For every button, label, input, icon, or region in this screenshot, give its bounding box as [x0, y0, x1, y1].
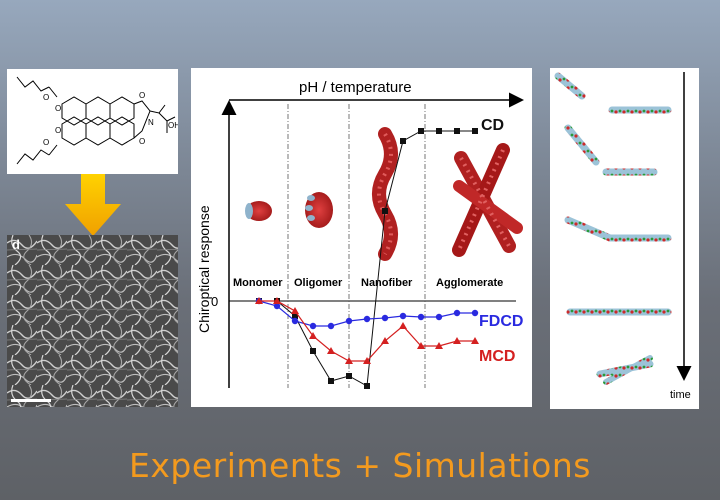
data-point-cd — [400, 138, 406, 144]
data-point-cd — [382, 208, 388, 214]
legend-cd: CD — [481, 117, 504, 134]
data-point-fdcd — [471, 309, 479, 317]
atom-label: O — [55, 126, 61, 135]
data-point-mcd — [345, 357, 353, 364]
legend-fdcd: FDCD — [479, 313, 523, 330]
data-point-cd — [364, 383, 370, 389]
data-point-mcd — [417, 342, 425, 349]
data-point-mcd — [435, 342, 443, 349]
series-layer — [255, 128, 479, 389]
y-axis-label: Chiroptical response — [196, 205, 212, 333]
data-point-mcd — [273, 297, 281, 304]
data-point-mcd — [381, 337, 389, 344]
data-point-fdcd — [381, 314, 389, 322]
stage-label-nanofiber: Nanofiber — [361, 277, 413, 289]
scale-bar — [11, 399, 51, 402]
data-point-cd — [328, 378, 334, 384]
x-axis-label: pH / temperature — [299, 79, 412, 96]
data-point-fdcd — [399, 312, 407, 320]
chart-svg: pH / temperature Chiroptical response 0 — [196, 79, 524, 389]
down-arrow-icon — [65, 174, 121, 236]
data-point-mcd — [363, 357, 371, 364]
data-point-fdcd — [273, 302, 281, 310]
molecule-drawing: O O O O O O N OH — [16, 76, 178, 165]
fiber-network-texture: d — [7, 235, 178, 407]
data-point-cd — [436, 128, 442, 134]
data-point-fdcd — [309, 322, 317, 330]
slide-title: Experiments + Simulations — [129, 446, 591, 485]
agglomerate-illustration — [452, 143, 523, 257]
data-point-mcd — [471, 337, 479, 344]
data-point-fdcd — [453, 309, 461, 317]
data-point-fdcd — [435, 313, 443, 321]
data-point-fdcd — [417, 313, 425, 321]
stage-label-oligomer: Oligomer — [294, 277, 343, 289]
data-point-fdcd — [327, 322, 335, 330]
stage-label-agglomerate: Agglomerate — [436, 277, 503, 289]
atom-label: O — [55, 104, 61, 113]
sem-micrograph-image: d — [7, 235, 178, 407]
data-point-fdcd — [291, 317, 299, 325]
data-point-mcd — [291, 307, 299, 314]
data-point-cd — [310, 348, 316, 354]
oligomer-illustration — [305, 192, 333, 228]
monomer-illustration — [245, 201, 272, 221]
data-point-mcd — [399, 322, 407, 329]
data-point-fdcd — [345, 317, 353, 325]
atom-label: N — [148, 118, 154, 127]
panel-label: d — [12, 237, 20, 252]
data-point-cd — [418, 128, 424, 134]
helix-snapshot-2 — [564, 124, 658, 176]
legend-mcd: MCD — [479, 348, 515, 365]
atom-label: O — [43, 138, 49, 147]
data-point-cd — [292, 313, 298, 319]
chiroptical-chart: pH / temperature Chiroptical response 0 — [191, 68, 532, 407]
data-point-cd — [454, 128, 460, 134]
helix-snapshot-5 — [596, 355, 654, 385]
data-point-mcd — [309, 332, 317, 339]
data-point-cd — [472, 128, 478, 134]
data-point-cd — [346, 373, 352, 379]
time-label: time — [670, 389, 691, 401]
molecule-structure-image: O O O O O O N OH — [7, 69, 178, 174]
atom-label: O — [43, 93, 49, 102]
data-point-mcd — [327, 347, 335, 354]
zero-tick-label: 0 — [211, 294, 218, 309]
data-point-mcd — [255, 297, 263, 304]
stage-label-monomer: Monomer — [233, 277, 283, 289]
helix-snapshot-1 — [554, 72, 672, 114]
nanofiber-illustration — [372, 127, 398, 261]
atom-label: OH — [168, 121, 178, 130]
simulation-snapshots-image: time — [550, 68, 699, 409]
data-point-fdcd — [363, 315, 371, 323]
data-point-mcd — [453, 337, 461, 344]
series-line-cd — [259, 130, 475, 387]
atom-label: O — [139, 137, 145, 146]
atom-label: O — [139, 91, 145, 100]
simulation-svg: time — [554, 72, 692, 401]
helix-snapshot-3 — [564, 216, 672, 242]
series-line-mcd — [259, 300, 475, 362]
